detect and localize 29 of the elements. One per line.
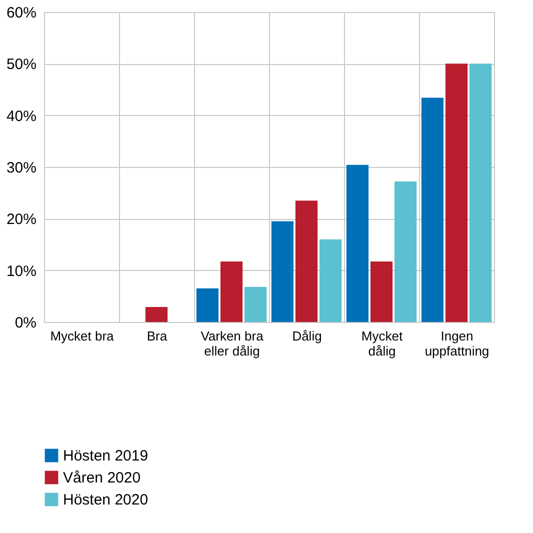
legend-label: Våren 2020	[63, 470, 141, 486]
bar	[319, 239, 342, 322]
bar	[196, 288, 219, 322]
bar	[394, 181, 417, 322]
bar	[295, 200, 318, 322]
bar	[244, 286, 267, 322]
bar	[346, 164, 369, 322]
x-tick-label: Varken bra eller dålig	[200, 328, 264, 358]
y-tick-label: 20%	[6, 211, 36, 228]
legend-label: Hösten 2019	[63, 448, 148, 464]
y-tick-label: 30%	[6, 160, 36, 176]
x-tick-label: Mycket dålig	[361, 328, 403, 358]
y-tick-label: 40%	[6, 108, 36, 125]
x-tick-label: Dålig	[292, 328, 322, 344]
x-tick-label: Bra	[146, 328, 168, 344]
bar	[271, 221, 294, 322]
legend-label: Hösten 2020	[63, 492, 148, 508]
bar	[421, 98, 444, 322]
y-tick-label: 0%	[14, 314, 36, 332]
x-tick-label: Mycket bra	[50, 328, 115, 344]
x-tick-label: Ingen uppfattning	[424, 328, 490, 358]
y-tick-label: 10%	[6, 262, 36, 280]
bar	[370, 262, 393, 322]
y-tick-label: 60%	[6, 4, 36, 22]
bar	[220, 262, 243, 322]
bar	[445, 64, 468, 322]
bar	[145, 307, 168, 322]
y-tick-label: 50%	[6, 56, 36, 74]
bar	[469, 64, 492, 322]
